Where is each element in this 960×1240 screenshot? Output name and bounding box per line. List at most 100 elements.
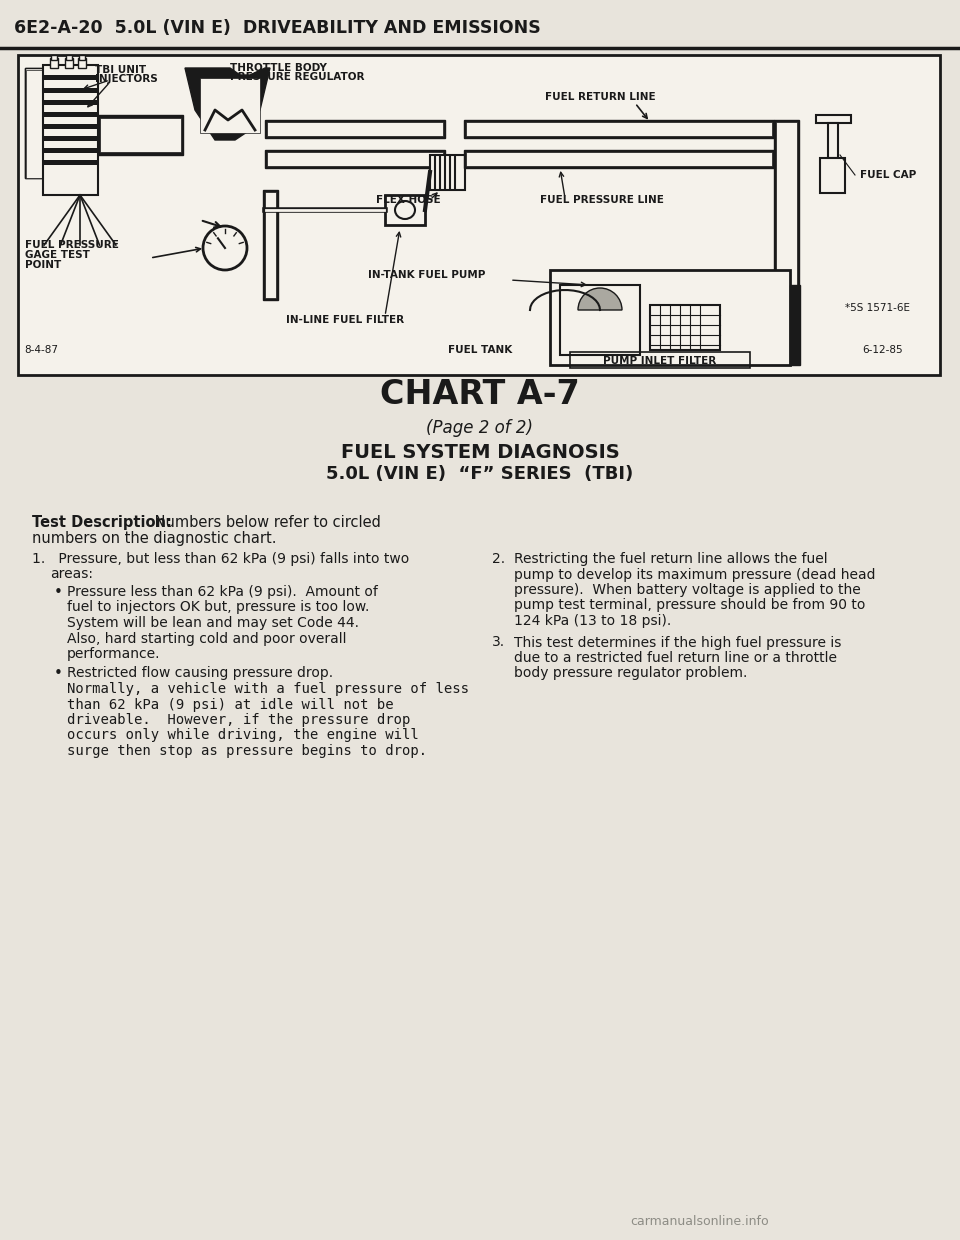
- Text: performance.: performance.: [67, 647, 160, 661]
- Text: fuel to injectors OK but, pressure is too low.: fuel to injectors OK but, pressure is to…: [67, 600, 370, 615]
- Bar: [98, 115, 183, 155]
- Bar: [43, 74, 98, 81]
- Bar: [43, 100, 98, 105]
- Bar: [550, 270, 790, 365]
- Bar: [66, 55, 72, 60]
- Bar: [774, 120, 799, 295]
- Bar: [464, 120, 774, 138]
- Text: 5.0L (VIN E)  “F” SERIES  (TBI): 5.0L (VIN E) “F” SERIES (TBI): [326, 465, 634, 484]
- Bar: [78, 58, 86, 68]
- Bar: [650, 305, 720, 350]
- Text: FUEL CAP: FUEL CAP: [860, 170, 916, 180]
- Circle shape: [203, 226, 247, 270]
- Text: 1.   Pressure, but less than 62 kPa (9 psi) falls into two: 1. Pressure, but less than 62 kPa (9 psi…: [32, 552, 409, 565]
- Text: PRESSURE REGULATOR: PRESSURE REGULATOR: [230, 72, 365, 82]
- Text: FUEL PRESSURE: FUEL PRESSURE: [25, 241, 119, 250]
- Text: than 62 kPa (9 psi) at idle will not be: than 62 kPa (9 psi) at idle will not be: [67, 697, 394, 712]
- Text: occurs only while driving, the engine will: occurs only while driving, the engine wi…: [67, 729, 419, 743]
- Bar: [787, 291, 799, 327]
- Text: 3.: 3.: [492, 635, 505, 650]
- Bar: [570, 352, 750, 368]
- Bar: [50, 58, 58, 68]
- Text: FUEL RETURN LINE: FUEL RETURN LINE: [544, 92, 656, 102]
- Text: driveable.  However, if the pressure drop: driveable. However, if the pressure drop: [67, 713, 410, 727]
- Bar: [790, 285, 800, 365]
- Bar: [18, 55, 940, 374]
- Bar: [100, 118, 181, 153]
- Text: •: •: [54, 667, 62, 682]
- Bar: [25, 68, 43, 179]
- Text: 2.: 2.: [492, 552, 505, 565]
- Text: pressure).  When battery voltage is applied to the: pressure). When battery voltage is appli…: [514, 583, 861, 596]
- Bar: [200, 78, 260, 133]
- Bar: [466, 122, 772, 136]
- Text: POINT: POINT: [25, 260, 61, 270]
- Text: FLEX HOSE: FLEX HOSE: [375, 195, 441, 205]
- Text: CHART A-7: CHART A-7: [380, 378, 580, 412]
- Bar: [776, 122, 797, 293]
- Bar: [43, 88, 98, 93]
- Text: FUEL SYSTEM DIAGNOSIS: FUEL SYSTEM DIAGNOSIS: [341, 443, 619, 461]
- Text: This test determines if the high fuel pressure is: This test determines if the high fuel pr…: [514, 635, 841, 650]
- Text: *5S 1571-6E: *5S 1571-6E: [845, 303, 910, 312]
- Text: Test Description:: Test Description:: [32, 515, 172, 529]
- Bar: [267, 122, 443, 136]
- Text: THROTTLE BODY: THROTTLE BODY: [230, 63, 326, 73]
- Text: •: •: [54, 585, 62, 600]
- Bar: [265, 150, 445, 167]
- Text: pump test terminal, pressure should be from 90 to: pump test terminal, pressure should be f…: [514, 599, 865, 613]
- Text: PUMP INLET FILTER: PUMP INLET FILTER: [604, 356, 716, 366]
- Bar: [560, 285, 640, 355]
- Bar: [816, 115, 851, 123]
- Text: Normally, a vehicle with a fuel pressure of less: Normally, a vehicle with a fuel pressure…: [67, 682, 469, 696]
- Text: due to a restricted fuel return line or a throttle: due to a restricted fuel return line or …: [514, 651, 837, 665]
- Bar: [25, 68, 43, 179]
- Bar: [43, 124, 98, 129]
- Text: 6-12-85: 6-12-85: [862, 345, 902, 355]
- Bar: [43, 64, 98, 195]
- Ellipse shape: [395, 201, 415, 219]
- Text: System will be lean and may set Code 44.: System will be lean and may set Code 44.: [67, 616, 359, 630]
- Bar: [43, 136, 98, 141]
- Text: FUEL TANK: FUEL TANK: [448, 345, 512, 355]
- Text: GAGE TEST: GAGE TEST: [25, 250, 90, 260]
- Text: 124 kPa (13 to 18 psi).: 124 kPa (13 to 18 psi).: [514, 614, 671, 627]
- Bar: [430, 155, 465, 190]
- Bar: [265, 120, 445, 138]
- Bar: [43, 112, 98, 117]
- Text: 8-4-87: 8-4-87: [24, 345, 58, 355]
- Bar: [464, 150, 774, 167]
- Text: surge then stop as pressure begins to drop.: surge then stop as pressure begins to dr…: [67, 744, 427, 758]
- Bar: [79, 55, 85, 60]
- Text: Numbers below refer to circled: Numbers below refer to circled: [150, 515, 381, 529]
- Text: IN-LINE FUEL FILTER: IN-LINE FUEL FILTER: [286, 315, 404, 325]
- Text: INJECTORS: INJECTORS: [95, 74, 157, 84]
- Bar: [26, 69, 42, 179]
- Text: (Page 2 of 2): (Page 2 of 2): [426, 419, 534, 436]
- Text: Restricted flow causing pressure drop.: Restricted flow causing pressure drop.: [67, 667, 333, 681]
- Bar: [820, 157, 845, 193]
- Text: FUEL PRESSURE LINE: FUEL PRESSURE LINE: [540, 195, 664, 205]
- Polygon shape: [185, 68, 270, 140]
- Text: Also, hard starting cold and poor overall: Also, hard starting cold and poor overal…: [67, 631, 347, 646]
- Text: carmanualsonline.info: carmanualsonline.info: [631, 1215, 769, 1228]
- Bar: [828, 123, 838, 157]
- Bar: [65, 58, 73, 68]
- Text: body pressure regulator problem.: body pressure regulator problem.: [514, 667, 748, 681]
- Bar: [51, 55, 57, 60]
- Text: IN-TANK FUEL PUMP: IN-TANK FUEL PUMP: [368, 270, 485, 280]
- Text: Restricting the fuel return line allows the fuel: Restricting the fuel return line allows …: [514, 552, 828, 565]
- Bar: [466, 153, 772, 166]
- Text: TBI UNIT: TBI UNIT: [95, 64, 146, 74]
- Text: numbers on the diagnostic chart.: numbers on the diagnostic chart.: [32, 531, 276, 546]
- Text: areas:: areas:: [50, 568, 93, 582]
- Text: Pressure less than 62 kPa (9 psi).  Amount of: Pressure less than 62 kPa (9 psi). Amoun…: [67, 585, 378, 599]
- Bar: [267, 153, 443, 166]
- Bar: [789, 294, 797, 327]
- Wedge shape: [578, 288, 622, 310]
- Bar: [263, 190, 278, 300]
- Text: 6E2-A-20  5.0L (VIN E)  DRIVEABILITY AND EMISSIONS: 6E2-A-20 5.0L (VIN E) DRIVEABILITY AND E…: [14, 19, 540, 37]
- Bar: [43, 148, 98, 153]
- Text: pump to develop its maximum pressure (dead head: pump to develop its maximum pressure (de…: [514, 568, 876, 582]
- Bar: [43, 160, 98, 165]
